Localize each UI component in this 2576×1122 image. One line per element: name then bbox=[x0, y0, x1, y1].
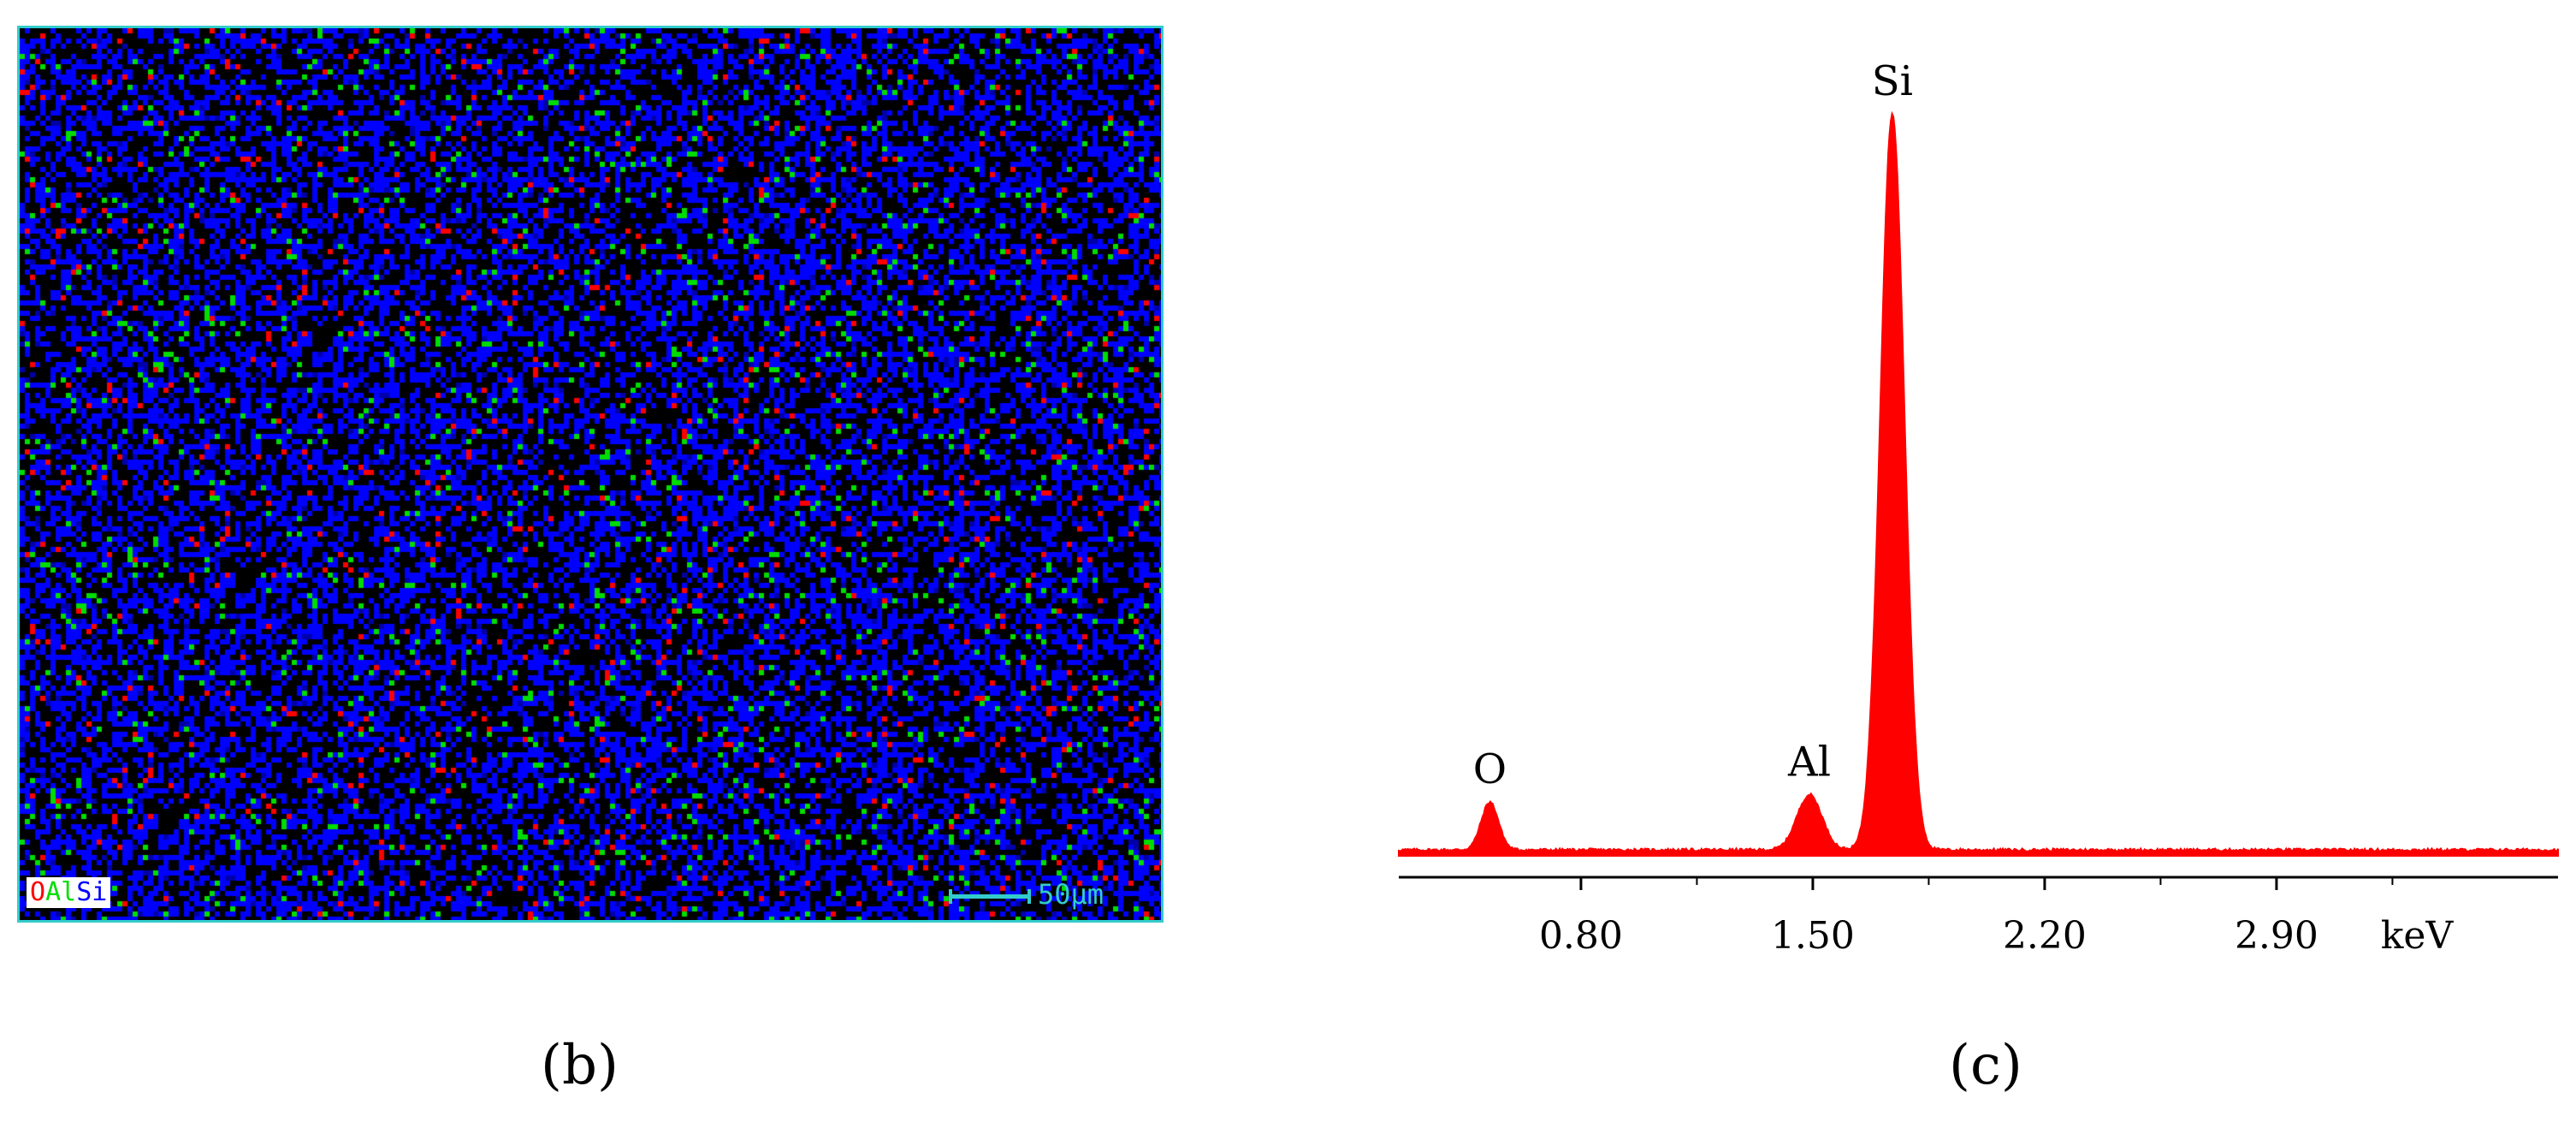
map-legend: OAlSi bbox=[27, 877, 111, 908]
x-tick-label: 2.90 bbox=[2235, 914, 2318, 958]
element-map-image bbox=[20, 28, 1161, 920]
scale-bar: 50μm bbox=[949, 877, 1146, 911]
spectrum-series-area bbox=[1398, 110, 2559, 857]
legend-item-al: Al bbox=[45, 877, 77, 907]
x-axis-label: keV bbox=[2381, 914, 2455, 958]
x-tick-label: 0.80 bbox=[1539, 914, 1623, 958]
legend-item-o: O bbox=[30, 877, 46, 907]
panel-label-b: (b) bbox=[541, 1034, 619, 1097]
peak-labels: O Al Si bbox=[1473, 57, 1913, 793]
element-map-panel: OAlSi 50μm bbox=[17, 26, 1164, 923]
scale-bar-line bbox=[949, 894, 1030, 899]
legend-item-si: Si bbox=[76, 877, 108, 907]
x-axis-ticks: 0.80 1.50 2.20 2.90 keV bbox=[1539, 877, 2455, 958]
x-tick-label: 2.20 bbox=[2003, 914, 2087, 958]
scale-bar-tick-right bbox=[1027, 889, 1031, 904]
peak-label-al: Al bbox=[1787, 739, 1831, 787]
x-tick-label: 1.50 bbox=[1771, 914, 1855, 958]
scale-bar-label: 50μm bbox=[1038, 878, 1104, 911]
peak-label-o: O bbox=[1473, 745, 1507, 793]
panel-label-c: (c) bbox=[1949, 1034, 2022, 1097]
peak-label-si: Si bbox=[1872, 57, 1913, 105]
spectrum-area bbox=[1398, 110, 2559, 857]
